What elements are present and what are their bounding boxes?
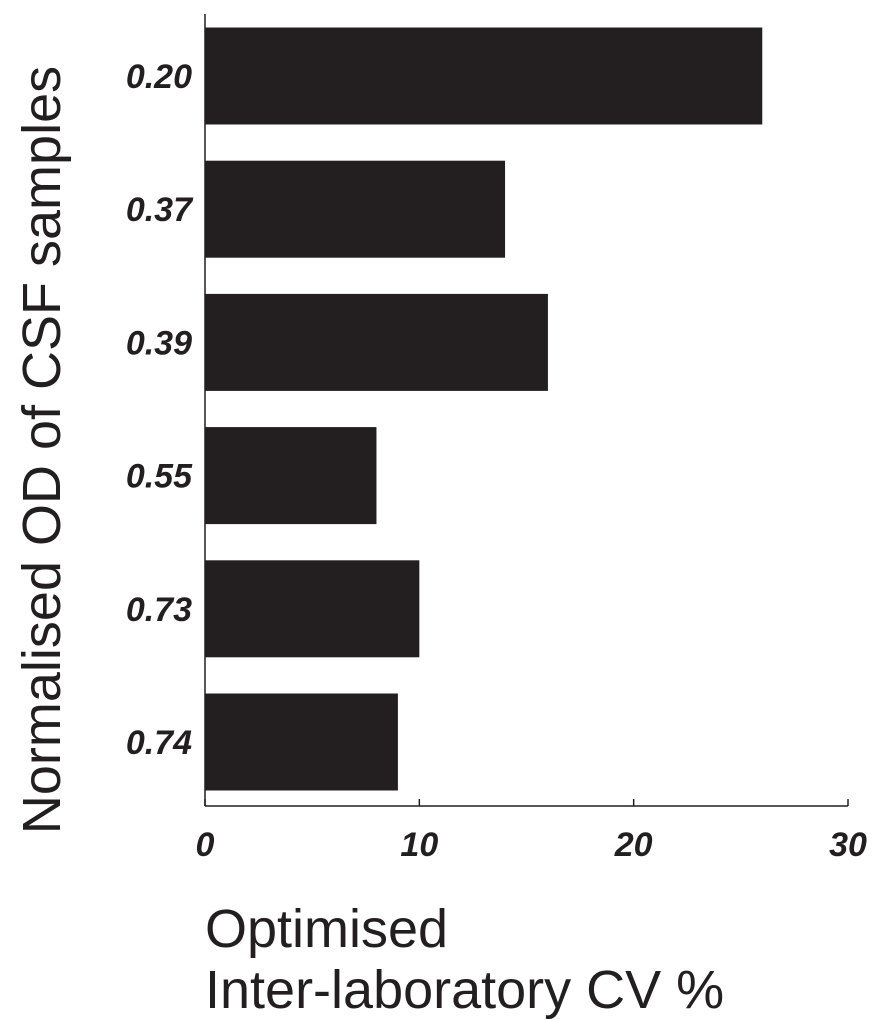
x-tick-label: 0 [196,826,215,864]
bar-0.37 [205,160,506,258]
category-label: 0.74 [126,724,192,762]
category-label: 0.55 [126,458,193,496]
x-tick-label: 10 [400,826,438,864]
x-axis-title-line-2: Inter-laboratory CV % [205,960,724,1020]
bar-0.55 [205,427,377,525]
bar-0.74 [205,693,398,791]
category-label: 0.39 [126,324,192,362]
category-label: 0.20 [126,58,192,96]
x-tick-label: 20 [614,826,653,864]
bar-0.20 [205,27,763,125]
x-tick-label: 30 [829,826,867,864]
bar-0.73 [205,560,420,658]
bar-0.39 [205,293,548,391]
x-axis-title-line-1: Optimised [205,899,448,959]
category-label: 0.37 [126,191,194,229]
y-axis-title: Normalised OD of CSF samples [12,66,72,834]
category-label: 0.73 [126,591,192,629]
